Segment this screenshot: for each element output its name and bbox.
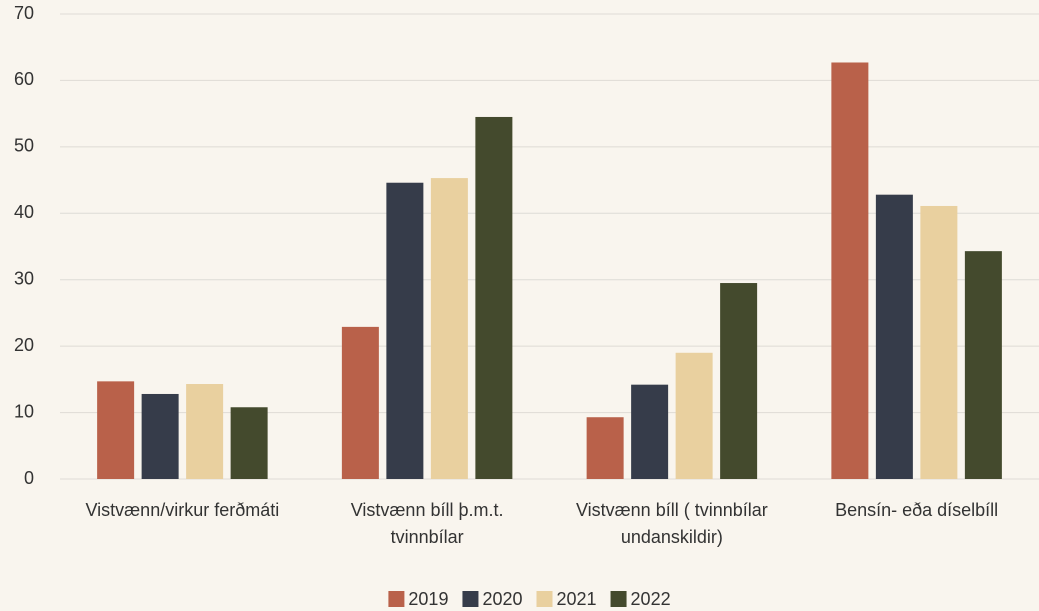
legend-swatch: [536, 591, 553, 607]
bar: [720, 283, 758, 479]
legend-label: 2021: [557, 589, 597, 609]
bar: [831, 62, 869, 479]
bar: [141, 393, 179, 479]
x-tick-label-box: Vistvænn bíll þ.m.t. tvinnbílar: [350, 500, 504, 547]
y-tick-label: 50: [14, 136, 34, 156]
bar: [230, 407, 268, 479]
bar: [475, 116, 513, 479]
y-tick-label: 40: [14, 202, 34, 222]
x-tick-label: Bensín- eða díselbíll: [835, 500, 999, 520]
x-tick-label-box: Bensín- eða díselbíll: [835, 500, 999, 520]
legend-swatch: [388, 591, 405, 607]
y-tick-label: 10: [14, 401, 34, 421]
y-tick-label: 0: [24, 468, 34, 488]
y-tick-label: 20: [14, 335, 34, 355]
y-tick-label: 70: [14, 3, 34, 23]
y-tick-label: 60: [14, 69, 34, 89]
bar: [675, 352, 713, 479]
x-tick-label-box: Vistvænn/virkur ferðmáti: [85, 500, 280, 520]
bar: [341, 326, 379, 479]
bar: [586, 417, 624, 479]
legend-label: 2019: [408, 589, 448, 609]
bar: [97, 381, 135, 479]
bar: [920, 205, 958, 479]
x-tick-label-box: Vistvænn bíll ( tvinnbílar undanskildir): [575, 500, 768, 547]
bar: [964, 251, 1002, 479]
bar: [631, 384, 669, 479]
bar: [875, 194, 913, 479]
legend-swatch: [610, 591, 627, 607]
legend: 2019 2020 2021 2022: [388, 589, 671, 609]
bar: [386, 182, 424, 479]
y-tick-label: 30: [14, 268, 34, 288]
x-tick-label: Vistvænn bíll þ.m.t. tvinnbílar: [350, 500, 504, 547]
bar: [430, 178, 468, 480]
legend-swatch: [462, 591, 479, 607]
legend-label: 2020: [482, 589, 522, 609]
legend-label: 2022: [631, 589, 671, 609]
x-tick-label: Vistvænn bíll ( tvinnbílar undanskildir): [575, 500, 768, 547]
x-tick-label: Vistvænn/virkur ferðmáti: [85, 500, 280, 520]
bar: [186, 384, 224, 479]
